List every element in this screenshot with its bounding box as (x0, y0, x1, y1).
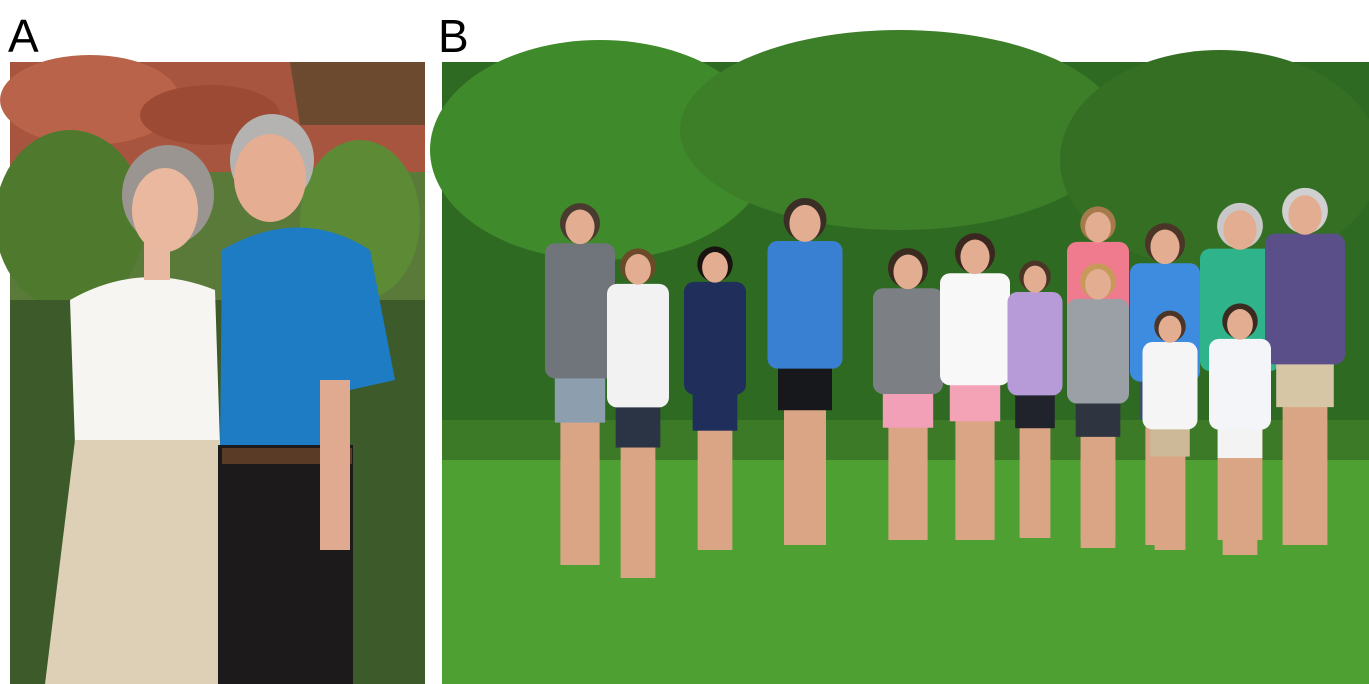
face (1150, 229, 1180, 265)
face (1085, 212, 1111, 243)
shirt (545, 243, 615, 379)
foliage (430, 40, 770, 260)
face (1288, 195, 1322, 235)
panel-label: B (438, 10, 469, 62)
shirt (1142, 342, 1198, 430)
shirt (1265, 233, 1345, 365)
face (1023, 265, 1047, 293)
shorts (692, 390, 738, 431)
shirt (1209, 338, 1271, 430)
shorts (1217, 425, 1263, 459)
foliage (680, 30, 1120, 230)
people (545, 187, 1345, 578)
face (1085, 269, 1111, 300)
rock (0, 55, 180, 145)
shorts (1015, 391, 1055, 429)
shorts (778, 364, 832, 411)
face (960, 239, 990, 275)
shirt (1067, 298, 1129, 404)
face (1158, 315, 1182, 343)
shorts (615, 403, 661, 448)
shorts (1150, 425, 1190, 457)
shorts (1276, 360, 1334, 408)
face (625, 254, 651, 285)
white-top (70, 277, 220, 445)
face (789, 204, 821, 242)
roof (290, 62, 425, 125)
face (893, 254, 923, 290)
face (1227, 309, 1253, 340)
photo-b (430, 30, 1369, 684)
panel-label: A (8, 10, 39, 62)
photo-a (0, 55, 425, 684)
face (1223, 210, 1257, 250)
face (702, 252, 728, 283)
shirt (767, 240, 843, 369)
face (132, 168, 198, 252)
shirt (1007, 292, 1063, 396)
shirt (873, 288, 943, 394)
shorts (949, 381, 1001, 422)
shirt (684, 281, 746, 395)
shorts (554, 374, 606, 423)
shirt (940, 273, 1010, 386)
shorts (1075, 399, 1121, 437)
shorts (882, 389, 934, 428)
skirt (45, 440, 240, 684)
face (234, 134, 306, 222)
arm (320, 380, 350, 550)
bush (0, 130, 145, 310)
belt (222, 448, 352, 464)
face (565, 209, 595, 245)
shirt (607, 283, 669, 408)
blue-shirt (220, 227, 395, 450)
